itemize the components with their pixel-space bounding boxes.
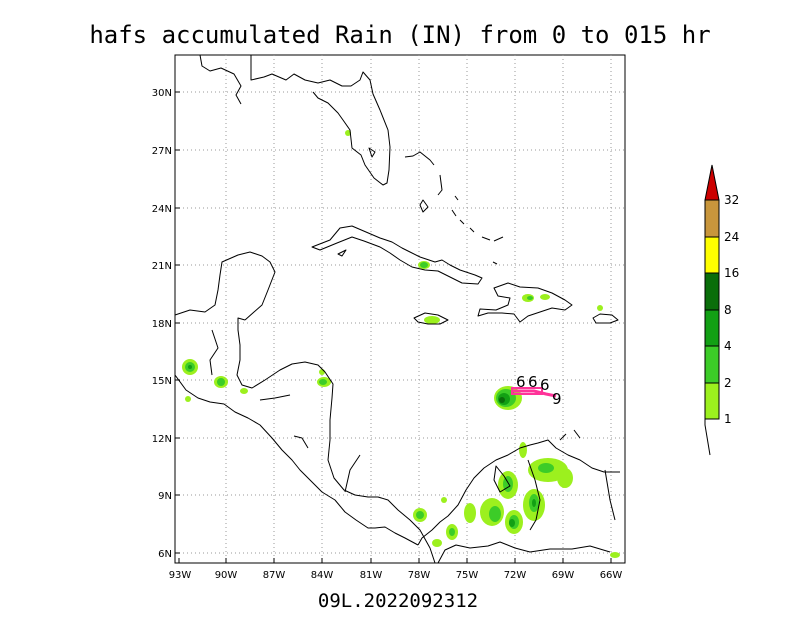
lon-label: 78W (408, 570, 431, 581)
lon-label: 81W (360, 570, 383, 581)
colorbar-swatch-lowest (704, 382, 720, 420)
lon-label: 90W (215, 570, 238, 581)
storm-track: 6 6 6 9 (511, 373, 562, 408)
run-id-label: 09L.2022092312 (318, 590, 478, 612)
graticule (175, 55, 625, 563)
lon-label: 72W (504, 570, 527, 581)
lon-label: 93W (169, 570, 192, 581)
longitude-labels: 93W 90W 87W 84W 81W 78W 75W 72W 69W 66W (169, 570, 623, 581)
lat-label: 6N (158, 549, 172, 560)
lat-label: 21N (152, 261, 172, 272)
lon-label: 87W (263, 570, 286, 581)
coastlines (174, 54, 620, 564)
storm-symbol-2: 6 (528, 373, 538, 391)
storm-symbol-4: 9 (552, 390, 562, 408)
colorbar-top-arrow (704, 164, 720, 201)
colorbar-label: 32 (724, 193, 739, 207)
map-title: hafs accumulated Rain (IN) from 0 to 015… (89, 21, 710, 49)
colorbar-label: 1 (724, 412, 732, 426)
lon-label: 69W (552, 570, 575, 581)
lon-label: 66W (600, 570, 623, 581)
lat-label: 30N (152, 88, 172, 99)
lat-label: 24N (152, 204, 172, 215)
colorbar-label: 16 (724, 266, 739, 280)
lat-label: 9N (158, 491, 172, 502)
storm-symbol-1: 6 (516, 373, 526, 391)
colorbar-label: 8 (724, 303, 732, 317)
lat-label: 18N (152, 319, 172, 330)
latitude-labels: 30N 27N 24N 21N 18N 15N 12N 9N 6N (152, 88, 172, 560)
lon-label: 84W (311, 570, 334, 581)
colorbar-label: 4 (724, 339, 732, 353)
lat-label: 12N (152, 434, 172, 445)
colorbar-label: 2 (724, 376, 732, 390)
lat-label: 27N (152, 146, 172, 157)
colorbar-label: 24 (724, 230, 739, 244)
storm-symbol-3: 6 (540, 376, 550, 394)
lat-label: 15N (152, 376, 172, 387)
axis-ticks (175, 91, 612, 563)
colorbar-bottom-tail (704, 419, 711, 456)
colorbar: 1 2 4 8 16 24 32 (704, 164, 739, 456)
lon-label: 75W (456, 570, 479, 581)
